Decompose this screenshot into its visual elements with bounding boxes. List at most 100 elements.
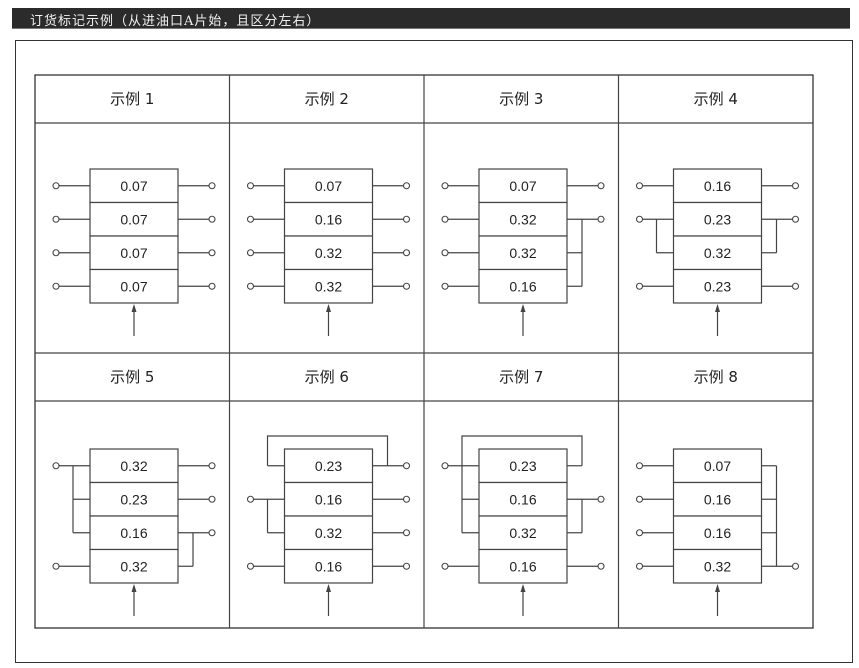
valve-section [283,201,374,237]
section-value: 0.23 [704,278,731,294]
right-port-circle [402,249,411,257]
left-port-circle [441,249,449,257]
example-label: 示例 1 [110,90,154,108]
valve-section [672,515,763,551]
example-8: 示例 8 0.07 0.16 0.16 0.32 [635,368,800,616]
example-label: 示例 4 [694,90,738,108]
valve-section [89,548,179,584]
valve-section [283,168,374,204]
valve-section [478,448,568,484]
left-port-circle [246,282,255,290]
arrow-head-icon [326,304,331,312]
left-port-circle [52,182,60,190]
section-value: 0.07 [120,178,147,194]
right-port-circle [402,462,411,470]
left-port-circle [52,462,60,470]
section-value: 0.16 [315,558,342,574]
left-port-circle [635,215,644,223]
page-title: 订货标记示例（从进油口A片始，且区分左右） [30,14,321,29]
section-value: 0.07 [120,278,147,294]
right-port-circle [402,495,411,503]
right-port-circle [597,215,605,223]
right-port-circle [402,529,411,537]
right-port-circle [208,182,216,190]
section-value: 0.16 [509,491,536,507]
arrow-head-icon [715,304,720,312]
example-2: 示例 2 0.07 0.16 0.32 0.32 [246,90,411,336]
valve-section [672,448,763,484]
section-value: 0.16 [509,558,536,574]
left-port-circle [635,495,644,503]
right-port-circle [597,182,605,190]
top-loop [266,435,389,466]
example-5: 示例 5 0.32 0.23 0.16 0.32 [52,368,216,616]
section-value: 0.16 [315,491,342,507]
valve-section [478,548,568,584]
outer-frame [15,40,853,663]
example-label: 示例 8 [694,368,738,386]
left-port-circle [441,282,449,290]
example-4: 示例 4 0.16 0.23 0.32 0.23 [635,90,800,336]
right-port-circle [208,215,216,223]
example-1: 示例 1 0.07 0.07 0.07 0.07 [52,90,216,336]
arrow-head-icon [326,584,331,592]
section-value: 0.32 [509,211,536,227]
arrow-head-icon [131,584,137,592]
right-port-circle [597,495,605,503]
right-port-circle [208,462,216,470]
right-port-circle [208,282,216,290]
section-value: 0.16 [315,211,342,227]
section-value: 0.32 [509,525,536,541]
section-value: 0.32 [120,558,147,574]
left-port-circle [635,282,644,290]
left-port-circle [635,462,644,470]
title-bar: 订货标记示例（从进油口A片始，且区分左右） [12,8,850,29]
right-port-circle [208,249,216,257]
valve-section [283,268,374,304]
right-port-circle [208,495,216,503]
example-label: 示例 5 [110,368,154,386]
left-port-circle [246,562,255,570]
section-value: 0.32 [704,558,731,574]
left-port-circle [441,182,449,190]
section-value: 0.16 [704,178,731,194]
section-value: 0.23 [704,211,731,227]
section-value: 0.16 [704,491,731,507]
right-port-circle [208,529,216,537]
section-value: 0.07 [315,178,342,194]
left-port-circle [635,182,644,190]
left-port-circle [441,215,449,223]
section-value: 0.32 [120,458,147,474]
left-port-circle [246,215,255,223]
right-port-circle [402,215,411,223]
left-port-circle [52,249,60,257]
left-port-circle [52,215,60,223]
left-port-circle [52,282,60,290]
valve-section [672,201,763,237]
section-value: 0.32 [315,245,342,261]
right-port-circle [791,282,800,290]
valve-section [478,268,568,304]
example-label: 示例 2 [305,90,349,108]
left-port-circle [635,562,644,570]
section-value: 0.32 [315,278,342,294]
left-port-circle [441,462,449,470]
arrow-head-icon [520,584,526,592]
left-port-circle [441,562,449,570]
top-loop [461,435,583,466]
arrow-head-icon [131,304,137,312]
section-value: 0.23 [120,491,147,507]
left-port-circle [52,562,60,570]
section-value: 0.23 [315,458,342,474]
example-6: 示例 6 0.23 0.16 0.32 0.16 [246,368,411,616]
right-port-circle [402,562,411,570]
right-port-circle [791,562,800,570]
left-port-circle [246,249,255,257]
right-port-circle [791,182,800,190]
valve-section [672,548,763,584]
example-label: 示例 7 [499,368,543,386]
example-label: 示例 3 [499,90,543,108]
section-value: 0.07 [120,211,147,227]
section-value: 0.16 [704,525,731,541]
